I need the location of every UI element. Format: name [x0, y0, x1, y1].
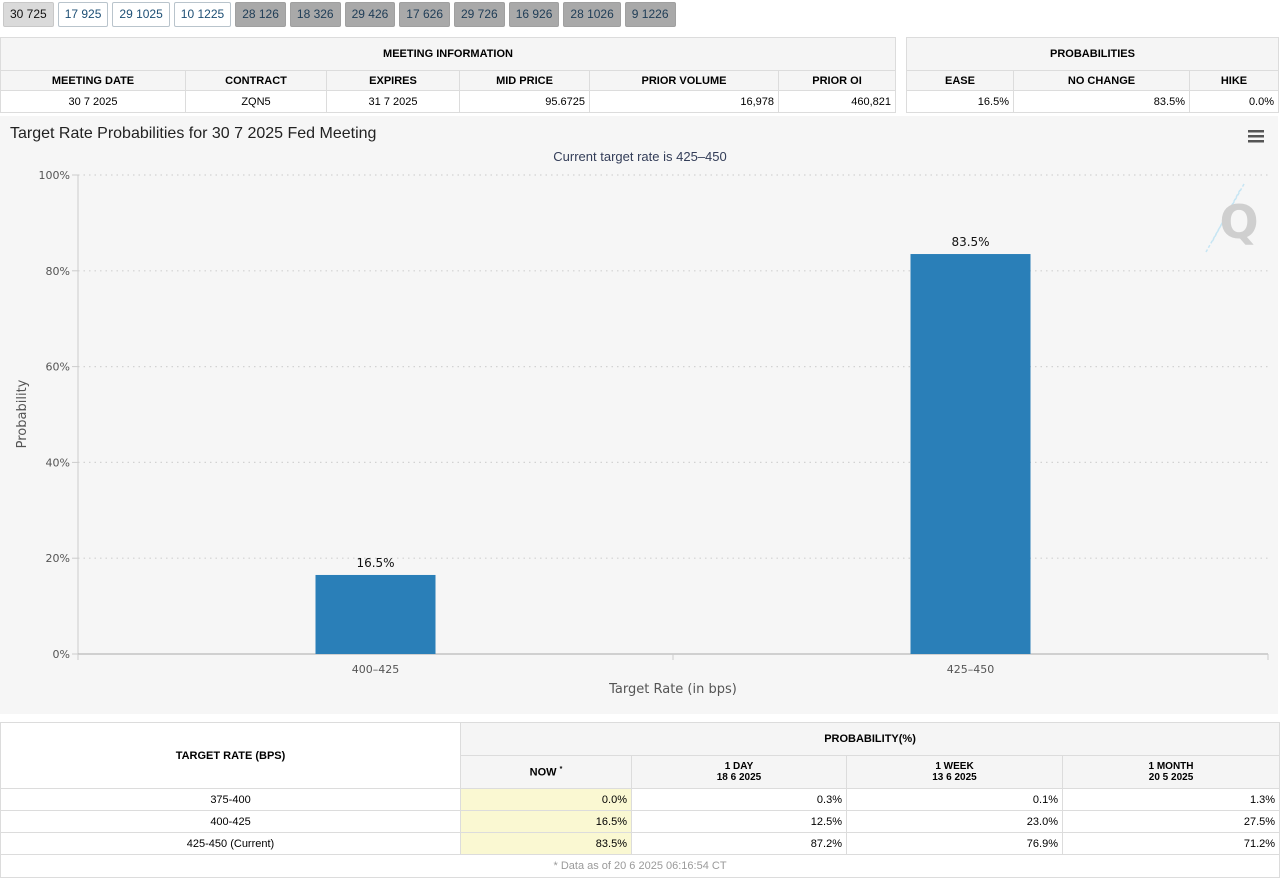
rate-cell: 400-425	[0, 810, 461, 833]
header-now: NOW *	[460, 755, 632, 789]
now-cell: 83.5%	[460, 832, 632, 855]
chart-svg: Target Rate Probabilities for 30 7 2025 …	[10, 125, 1269, 697]
header-1-week-date: 13 6 2025	[932, 772, 977, 783]
prior-volume-value: 16,978	[589, 90, 779, 113]
header-prior-volume: PRIOR VOLUME	[589, 70, 779, 91]
table-row: 425-450 (Current) 83.5% 87.2% 76.9% 71.2…	[0, 832, 1281, 855]
header-meeting-date: MEETING DATE	[0, 70, 186, 91]
header-1-day: 1 DAY 18 6 2025	[631, 755, 847, 789]
expires-value: 31 7 2025	[326, 90, 460, 113]
chart-bars: 16.5% 83.5%	[315, 235, 1031, 654]
y-tick-label: 60%	[46, 361, 70, 374]
hamburger-menu-icon[interactable]	[1247, 128, 1265, 146]
x-tick-label: 400–425	[352, 663, 400, 676]
now-cell: 0.0%	[460, 788, 632, 811]
header-hike: HIKE	[1188, 70, 1280, 91]
header-probability: PROBABILITY(%)	[459, 722, 1281, 756]
x-axis-title: Target Rate (in bps)	[608, 682, 737, 697]
month-cell: 71.2%	[1061, 832, 1281, 855]
meeting-tab-1[interactable]: 17 925	[57, 2, 109, 27]
header-1-week-label: 1 WEEK	[935, 761, 974, 772]
chart-grid	[78, 174, 1268, 559]
week-cell: 76.9%	[846, 832, 1063, 855]
meeting-tab-2[interactable]: 29 1025	[112, 2, 170, 27]
header-no-change: NO CHANGE	[1013, 70, 1190, 91]
meeting-tab-7[interactable]: 17 626	[399, 2, 450, 27]
bar-data-label: 83.5%	[951, 235, 989, 249]
svg-text:Q: Q	[1219, 195, 1258, 249]
table-row: 400-425 16.5% 12.5% 23.0% 27.5%	[0, 810, 1281, 833]
data-timestamp-note: * Data as of 20 6 2025 06:16:54 CT	[0, 854, 1281, 878]
bar-1	[910, 254, 1031, 654]
rate-cell: 375-400	[0, 788, 461, 811]
header-1-month-label: 1 MONTH	[1148, 761, 1194, 772]
bar-data-label: 16.5%	[356, 556, 394, 570]
header-ease: EASE	[906, 70, 1014, 91]
hike-value: 0.0%	[1188, 90, 1280, 113]
q-logo-watermark-icon: Q	[1205, 183, 1259, 253]
probabilities-title: PROBABILITIES	[905, 37, 1280, 71]
meeting-tab-5[interactable]: 18 326	[289, 2, 341, 27]
target-rate-chart: Target Rate Probabilities for 30 7 2025 …	[0, 116, 1278, 714]
meeting-date-tabs: 30 725 17 925 29 1025 10 1225 28 126 18 326 29…	[3, 2, 676, 28]
no-change-value: 83.5%	[1013, 90, 1190, 113]
meeting-information-table: MEETING INFORMATION MEETING DATE CONTRAC…	[0, 37, 897, 113]
table-row: 375-400 0.0% 0.3% 0.1% 1.3%	[0, 788, 1281, 811]
y-axis-title: Probability	[15, 379, 30, 448]
day-cell: 87.2%	[631, 832, 847, 855]
meeting-tab-4[interactable]: 28 126	[235, 2, 286, 27]
meeting-tab-10[interactable]: 28 1026	[563, 2, 621, 27]
month-cell: 27.5%	[1061, 810, 1281, 833]
header-1-month-date: 20 5 2025	[1148, 772, 1194, 783]
header-target-rate: TARGET RATE (BPS)	[0, 722, 461, 789]
y-tick-label: 80%	[46, 265, 70, 278]
month-cell: 1.3%	[1061, 788, 1281, 811]
header-mid-price: MID PRICE	[459, 70, 590, 91]
header-contract: CONTRACT	[185, 70, 327, 91]
bar-0	[315, 574, 436, 654]
rate-cell: 425-450 (Current)	[0, 832, 461, 855]
header-1-week: 1 WEEK 13 6 2025	[846, 755, 1063, 789]
y-tick-label: 100%	[39, 169, 70, 182]
header-now-label: NOW	[529, 766, 557, 779]
header-1-day-date: 18 6 2025	[716, 772, 762, 783]
contract-value: ZQN5	[185, 90, 327, 113]
meeting-info-title: MEETING INFORMATION	[0, 37, 897, 71]
y-tick-label: 0%	[53, 648, 70, 661]
meeting-tab-11[interactable]: 9 1226	[624, 2, 676, 27]
day-cell: 12.5%	[631, 810, 847, 833]
chart-title: Target Rate Probabilities for 30 7 2025 …	[10, 125, 376, 142]
header-prior-oi: PRIOR OI	[777, 70, 897, 91]
chart-subtitle: Current target rate is 425–450	[553, 149, 726, 164]
mid-price-value: 95.6725	[459, 90, 590, 113]
meeting-tab-9[interactable]: 16 926	[508, 2, 560, 27]
meeting-tab-8[interactable]: 29 726	[454, 2, 505, 27]
now-cell: 16.5%	[460, 810, 632, 833]
meeting-date-value: 30 7 2025	[0, 90, 186, 113]
y-tick-label: 40%	[46, 456, 70, 469]
day-cell: 0.3%	[631, 788, 847, 811]
meeting-tab-0[interactable]: 30 725	[3, 2, 54, 27]
ease-value: 16.5%	[906, 90, 1014, 113]
chart-axes: 0% 20% 40% 60% 80% 100% 400–425 425–450	[39, 169, 1269, 676]
week-cell: 23.0%	[846, 810, 1063, 833]
header-expires: EXPIRES	[326, 70, 460, 91]
prior-oi-value: 460,821	[777, 90, 897, 113]
target-rate-probability-table: TARGET RATE (BPS) PROBABILITY(%) NOW * 1…	[0, 722, 1281, 878]
header-1-day-label: 1 DAY	[724, 761, 754, 772]
header-1-month: 1 MONTH 20 5 2025	[1061, 755, 1281, 789]
header-now-asterisk: *	[559, 765, 563, 773]
x-tick-label: 425–450	[947, 663, 995, 676]
meeting-tab-6[interactable]: 29 426	[344, 2, 396, 27]
meeting-tab-3[interactable]: 10 1225	[173, 2, 232, 27]
week-cell: 0.1%	[846, 788, 1063, 811]
probabilities-table: PROBABILITIES EASE NO CHANGE HIKE 16.5% …	[905, 37, 1280, 113]
y-tick-label: 20%	[46, 552, 70, 565]
